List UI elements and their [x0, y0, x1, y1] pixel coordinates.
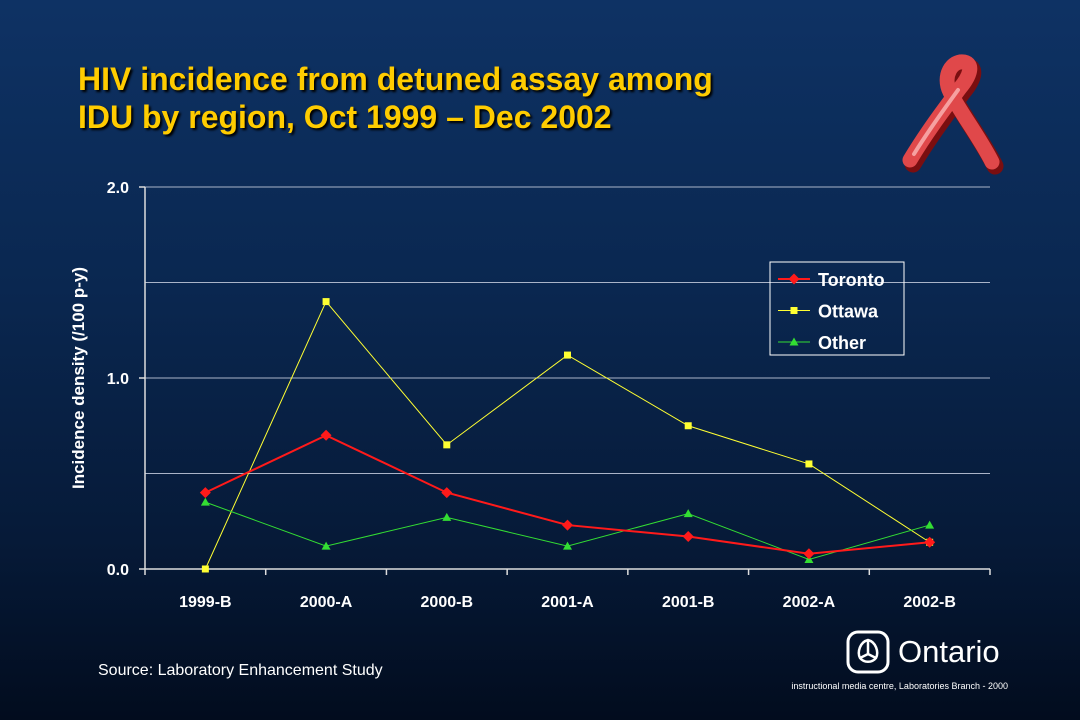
- x-tick-label: 2000-B: [421, 594, 473, 611]
- y-tick-label: 2.0: [107, 180, 129, 197]
- y-tick-label: 0.0: [107, 562, 129, 579]
- data-point-ottawa: [443, 441, 451, 449]
- x-tick-label: 2001-B: [662, 594, 714, 611]
- credit-line: instructional media centre, Laboratories…: [791, 681, 1008, 691]
- legend-label-ottawa: Ottawa: [818, 302, 879, 322]
- data-point-toronto: [441, 487, 453, 499]
- legend-marker-other: [789, 337, 799, 346]
- data-point-toronto: [682, 531, 694, 543]
- data-point-toronto: [199, 487, 211, 499]
- data-point-ottawa: [564, 351, 571, 359]
- series-toronto: [199, 429, 936, 560]
- data-point-other: [200, 497, 210, 506]
- series-other: [200, 497, 935, 563]
- data-point-toronto: [924, 536, 936, 548]
- source-note: Source: Laboratory Enhancement Study: [98, 662, 383, 679]
- data-point-toronto: [320, 429, 332, 441]
- ontario-trillium-icon: [846, 630, 890, 674]
- ontario-logo: Ontario: [846, 630, 1000, 674]
- title-line-1: HIV incidence from detuned assay among: [78, 61, 713, 97]
- slide-title: HIV incidence from detuned assay among I…: [78, 60, 713, 136]
- data-point-other: [442, 512, 452, 521]
- red-ribbon-icon: [902, 54, 1004, 175]
- x-tick-label: 2002-A: [783, 594, 836, 611]
- data-point-ottawa: [322, 298, 330, 306]
- data-point-toronto: [562, 519, 573, 531]
- x-tick-label: 1999-B: [179, 594, 231, 611]
- data-point-other: [321, 541, 331, 550]
- legend-marker-ottawa: [790, 307, 798, 314]
- legend: Toronto Ottawa Other: [769, 261, 905, 356]
- legend-box: [769, 261, 905, 356]
- series-line-other: [205, 501, 930, 560]
- legend-marker-toronto: [788, 273, 800, 285]
- y-tick-label: 1.0: [107, 371, 129, 388]
- legend-label-toronto: Toronto: [818, 270, 885, 290]
- title-line-2: IDU by region, Oct 1999 – Dec 2002: [78, 99, 612, 135]
- data-point-other: [563, 541, 572, 550]
- data-point-other: [925, 520, 935, 529]
- x-tick-label: 2000-A: [300, 594, 353, 611]
- data-point-ottawa: [201, 565, 209, 573]
- data-point-other: [683, 509, 693, 518]
- x-tick-label: 2001-A: [541, 594, 594, 611]
- legend-label-other: Other: [818, 333, 866, 353]
- data-point-ottawa: [805, 460, 813, 468]
- data-point-ottawa: [684, 422, 692, 430]
- series-line-toronto: [204, 434, 930, 555]
- ontario-wordmark: Ontario: [898, 634, 1000, 669]
- x-tick-label: 2002-B: [903, 594, 955, 611]
- y-axis-label: Incidence density (/100 p-y): [69, 267, 88, 489]
- data-point-toronto: [803, 548, 815, 560]
